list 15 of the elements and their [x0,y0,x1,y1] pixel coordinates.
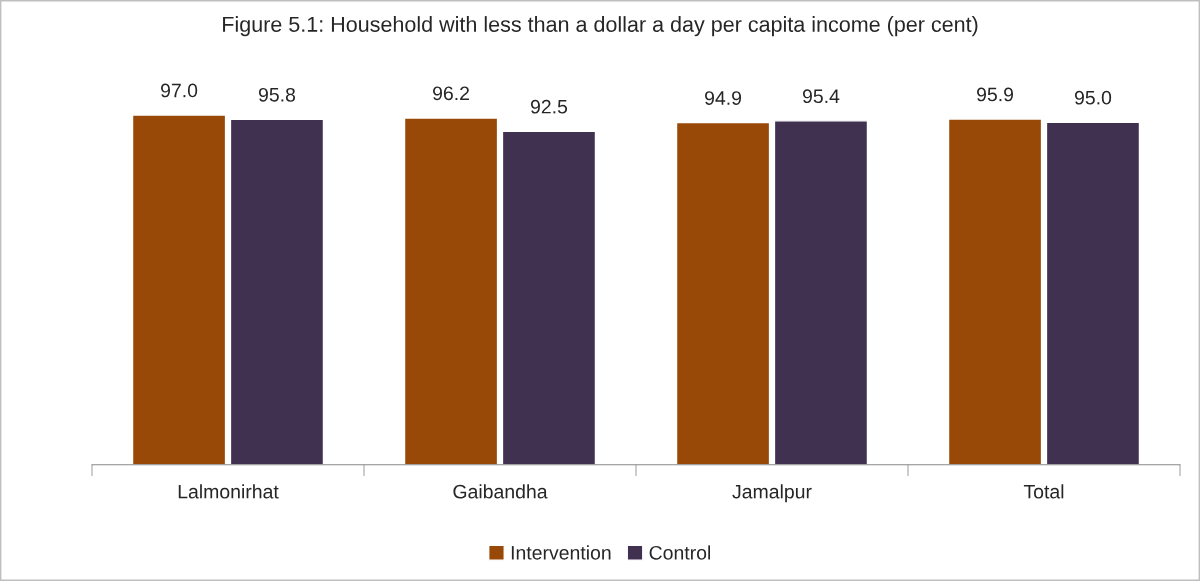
legend-label: Control [649,545,711,560]
data-label: 92.5 [530,99,568,114]
data-label: 95.0 [1074,90,1112,105]
data-label: 95.9 [977,87,1014,102]
data-label: 95.8 [258,87,296,102]
data-label: 94.9 [705,91,742,105]
data-label: 96.2 [433,86,469,101]
legend-label: Intervention [511,545,611,560]
x-tick-label: Lalmonirhat [178,484,279,499]
chart-title: Figure 5.1: Household with less than a dollar a day per capita income (per cent) [223,16,978,37]
x-tick-label: Jamalpur [732,484,812,503]
x-tick-label: Total [1023,484,1064,499]
x-tick-label: Gaibandha [453,484,548,499]
data-label: 97.0 [161,83,198,98]
data-label: 95.4 [802,89,840,104]
